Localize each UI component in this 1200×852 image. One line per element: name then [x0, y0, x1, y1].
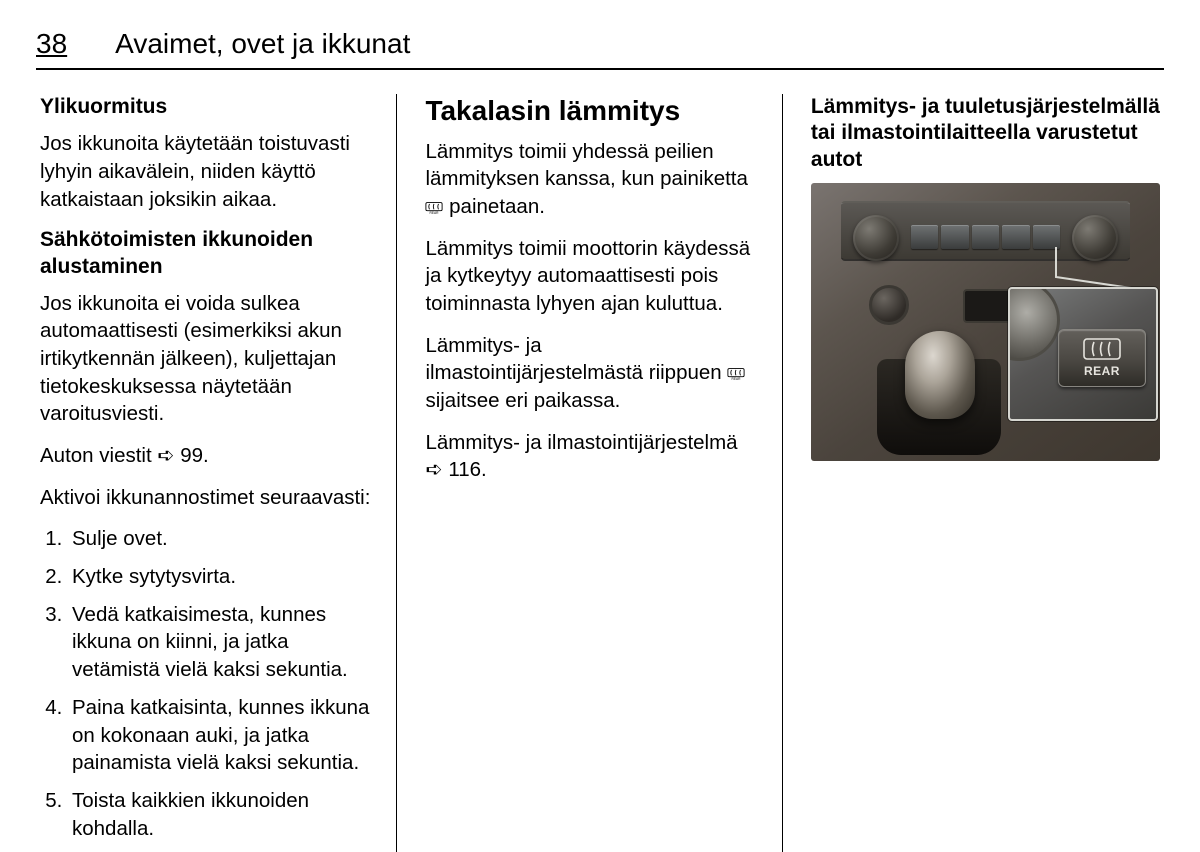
text-part: sijaitsee eri paikassa.: [425, 389, 620, 412]
hvac-button: [911, 225, 938, 249]
paragraph-rear-heat-2: Lämmitys toimii moottorin käydessä ja ky…: [425, 235, 757, 318]
rear-defrost-icon: [1082, 337, 1122, 361]
page-header: 38 Avaimet, ovet ja ikkunat: [36, 28, 1164, 70]
gear-shifter-knob: [905, 331, 975, 419]
list-item: Toista kaikkien ikkunoiden kohdalla.: [68, 787, 372, 842]
column-2: Takalasin lämmitys Lämmitys toimii yhdes…: [396, 94, 781, 852]
hvac-button: [1002, 225, 1029, 249]
paragraph-climate-ref: Lämmitys- ja ilmastointijärjestelmä ➪ 11…: [425, 429, 757, 484]
text-part: 116.: [443, 458, 487, 481]
rear-button-label: REAR: [1084, 364, 1120, 378]
hvac-button: [1033, 225, 1060, 249]
heading-rear-window-heating: Takalasin lämmitys: [425, 94, 757, 128]
svg-text:REAR: REAR: [732, 377, 742, 381]
text-part: 99.: [175, 444, 209, 467]
text-part: Auton viestit: [40, 444, 157, 467]
content-columns: Ylikuormitus Jos ikkunoita käytetään toi…: [36, 94, 1164, 852]
heading-window-init: Sähkötoimisten ikkunoiden alustaminen: [40, 227, 372, 280]
paragraph-rear-heat-3: Lämmitys- ja ilmastointijärjestelmästä r…: [425, 332, 757, 415]
paragraph-overload: Jos ikkunoita käytetään toistuvasti lyhy…: [40, 130, 372, 213]
page-number: 38: [36, 28, 67, 60]
hvac-button-row: [911, 225, 1060, 249]
engine-start-button: [869, 285, 909, 325]
hvac-button: [972, 225, 999, 249]
steps-list: Sulje ovet. Kytke sytytysvirta. Vedä kat…: [68, 525, 372, 842]
rotary-knob-left: [853, 215, 899, 261]
text-part: Lämmitys toimii yhdessä peilien lämmityk…: [425, 140, 747, 191]
paragraph-activate-instruction: Aktivoi ikkunannostimet seuraavasti:: [40, 484, 372, 512]
callout-detail-rear-button: REAR: [1008, 287, 1158, 421]
rear-defrost-icon: REAR: [727, 367, 745, 381]
dial-edge: [1008, 287, 1060, 361]
text-part: Lämmitys- ja ilmastointijärjestelmä: [425, 431, 737, 454]
heading-climate-variant: Lämmitys- ja tuuletusjärjestelmällä tai …: [811, 94, 1160, 173]
list-item: Vedä katkaisimesta, kunnes ikkuna on kii…: [68, 601, 372, 684]
column-1: Ylikuormitus Jos ikkunoita käytetään toi…: [36, 94, 396, 852]
rear-defrost-icon: REAR: [425, 201, 443, 215]
page-ref-icon: ➪: [157, 444, 174, 467]
chapter-title: Avaimet, ovet ja ikkunat: [115, 28, 410, 60]
list-item: Kytke sytytysvirta.: [68, 563, 372, 591]
rear-defrost-button: REAR: [1058, 329, 1146, 387]
text-part: painetaan.: [449, 195, 545, 218]
list-item: Paina katkaisinta, kunnes ikkuna on koko…: [68, 694, 372, 777]
hvac-button: [941, 225, 968, 249]
page-ref-icon: ➪: [425, 458, 442, 481]
text-part: Lämmitys- ja ilmastointijärjestelmästä r…: [425, 334, 727, 385]
list-item: Sulje ovet.: [68, 525, 372, 553]
column-3: Lämmitys- ja tuuletusjärjestelmällä tai …: [782, 94, 1164, 852]
figure-center-console-climate: REAR: [811, 183, 1160, 461]
svg-text:REAR: REAR: [430, 210, 440, 214]
heading-overload: Ylikuormitus: [40, 94, 372, 120]
paragraph-vehicle-messages-ref: Auton viestit ➪ 99.: [40, 442, 372, 470]
paragraph-window-init-1: Jos ikkunoita ei voida sulkea automaatti…: [40, 290, 372, 428]
paragraph-rear-heat-1: Lämmitys toimii yhdessä peilien lämmityk…: [425, 138, 757, 221]
